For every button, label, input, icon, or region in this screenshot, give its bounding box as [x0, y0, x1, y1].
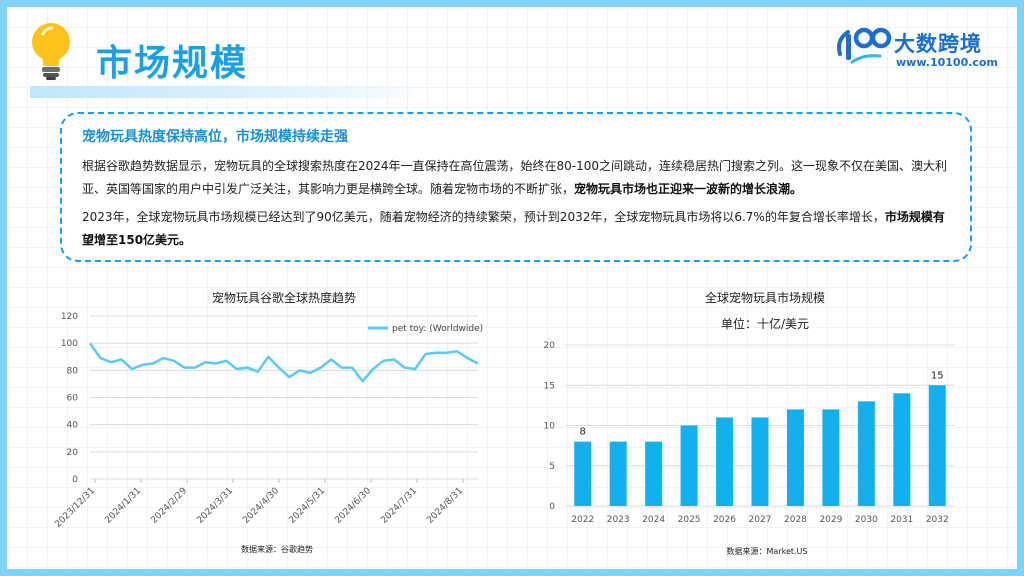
paragraph-2-text: 2023年，全球宠物玩具市场规模已经达到了90亿美元，随着宠物经济的持续繁荣，预…	[82, 210, 885, 224]
lightbulb-icon	[32, 23, 70, 80]
market-chart-subtitle: 单位：十亿/美元	[721, 316, 809, 331]
trend-y-tick: 40	[67, 421, 79, 431]
trend-x-tick: 2024/4/30	[241, 486, 281, 526]
summary-heading: 宠物玩具热度保持高位，市场规模持续走强	[82, 129, 348, 145]
trend-x-tick: 2024/2/29	[149, 486, 189, 526]
market-bar	[645, 441, 663, 506]
market-x-tick: 2027	[749, 515, 772, 525]
trend-y-tick: 100	[61, 339, 78, 349]
trend-y-tick: 60	[67, 394, 79, 404]
market-bar	[751, 417, 769, 506]
market-bar	[716, 417, 734, 506]
market-bar	[822, 409, 840, 506]
logo-url: www.10100.com	[896, 56, 998, 69]
market-chart-title: 全球宠物玩具市场规模	[705, 290, 825, 305]
trend-chart-title: 宠物玩具谷歌全球热度趋势	[212, 290, 356, 305]
market-bar	[609, 441, 627, 506]
logo-mark-icon	[837, 27, 892, 64]
trend-x-tick: 2024/3/31	[195, 486, 235, 526]
trend-series-line	[88, 342, 479, 383]
trend-x-tick: 2024/8/31	[425, 486, 465, 526]
market-bar	[893, 393, 911, 506]
paragraph-1-highlight: 宠物玩具市场也正迎来一波新的增长浪潮。	[574, 182, 803, 196]
market-y-tick: 20	[544, 341, 556, 351]
market-y-tick: 5	[549, 462, 555, 472]
trend-legend-label: pet toy: (Worldwide)	[392, 324, 483, 334]
page-title: 市场规模	[96, 43, 249, 84]
paragraph-1-text: 根据谷歌趋势数据显示，宠物玩具的全球搜索热度在2024年一直保持在高位震荡，始终…	[82, 159, 948, 196]
trend-x-tick: 2024/7/31	[379, 486, 419, 526]
market-y-tick: 15	[544, 381, 555, 391]
market-x-tick: 2030	[855, 515, 878, 525]
market-x-tick: 2023	[607, 515, 630, 525]
title-underline	[30, 86, 430, 98]
paragraph-2-highlight: 市场规模有望增至150亿美元。	[82, 210, 945, 247]
market-x-tick: 2024	[642, 515, 665, 525]
market-size-chart: 全球宠物玩具市场规模 单位：十亿/美元 0 5 10 15 20 2022 2023 2024 20…	[530, 284, 970, 564]
trend-x-tick: 2024/5/31	[287, 486, 327, 526]
market-bar	[574, 441, 592, 506]
market-bar	[786, 409, 804, 506]
trend-x-tick: 2024/6/30	[333, 486, 373, 526]
market-data-label: 8	[580, 427, 586, 438]
market-bar	[680, 425, 698, 506]
brand-logo: 大数跨境 www.10100.com	[834, 24, 1004, 74]
summary-paragraph-2: 2023年，全球宠物玩具市场规模已经达到了90亿美元，随着宠物经济的持续繁荣，预…	[82, 206, 948, 252]
market-y-tick: 0	[549, 502, 555, 512]
trend-x-tick: 2023/12/31	[53, 486, 97, 530]
market-x-tick: 2022	[571, 515, 594, 525]
market-y-tick: 10	[544, 422, 556, 432]
trend-y-tick: 20	[67, 448, 79, 458]
market-x-tick: 2026	[713, 515, 736, 525]
market-source: 数据来源：Market.US	[727, 546, 808, 556]
market-x-tick: 2025	[678, 515, 701, 525]
market-x-tick: 2031	[890, 515, 913, 525]
trend-chart: 宠物玩具谷歌全球热度趋势 0 20 40 60 80 100 120 2023/12/31 202…	[40, 284, 500, 564]
trend-source: 数据来源：谷歌趋势	[241, 544, 313, 554]
trend-y-tick: 120	[61, 312, 78, 322]
trend-y-tick: 0	[72, 475, 78, 485]
logo-name: 大数跨境	[894, 32, 982, 56]
summary-paragraph-1: 根据谷歌趋势数据显示，宠物玩具的全球搜索热度在2024年一直保持在高位震荡，始终…	[82, 155, 948, 201]
trend-x-tick: 2024/1/31	[103, 486, 143, 526]
market-x-tick: 2029	[819, 515, 842, 525]
market-x-tick: 2028	[784, 515, 807, 525]
market-data-label: 15	[931, 370, 944, 381]
trend-y-tick: 80	[67, 366, 79, 376]
market-x-tick: 2032	[926, 515, 949, 525]
market-bar	[857, 401, 875, 506]
market-bar	[928, 385, 946, 506]
summary-box: 宠物玩具热度保持高位，市场规模持续走强 根据谷歌趋势数据显示，宠物玩具的全球搜索…	[60, 112, 972, 262]
